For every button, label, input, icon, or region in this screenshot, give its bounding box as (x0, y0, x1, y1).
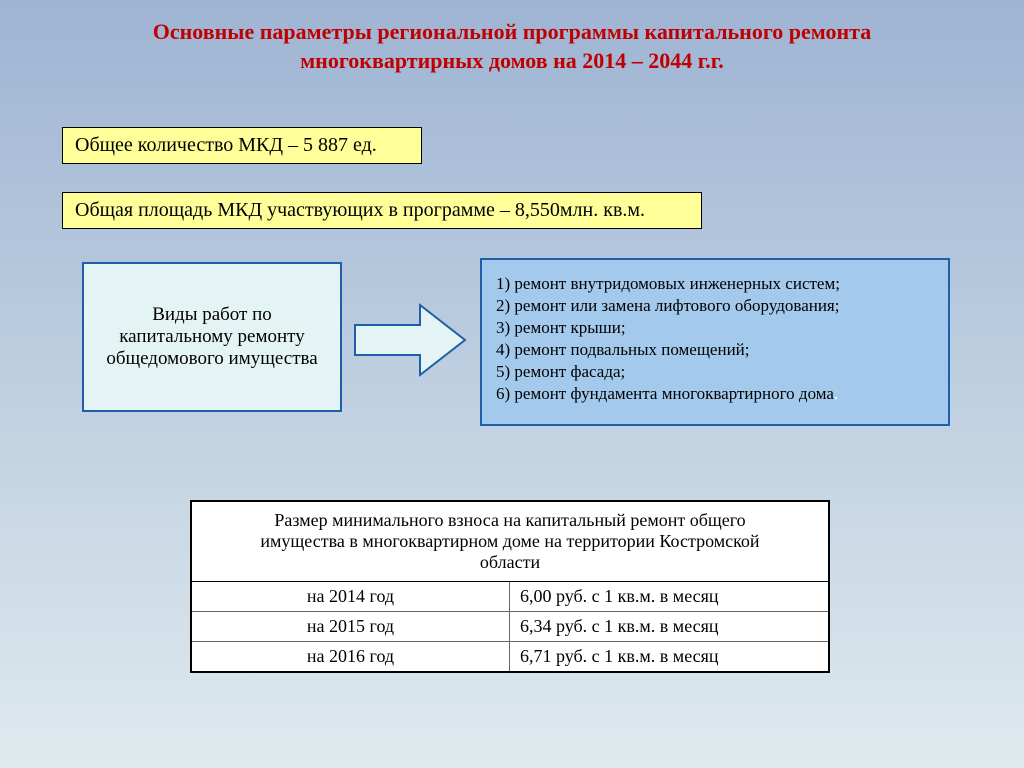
list-item: 6) ремонт фундамента многоквартирного до… (496, 384, 934, 404)
stat-text: Общее количество МКД – 5 887 ед. (75, 134, 377, 156)
table-row: на 2016 год 6,71 руб. с 1 кв.м. в месяц (192, 641, 828, 671)
cell-rate: 6,00 руб. с 1 кв.м. в месяц (510, 582, 828, 611)
stat-text: Общая площадь МКД участвующих в программ… (75, 199, 645, 221)
list-item-text: 6) ремонт фундамента многоквартирного до… (496, 384, 834, 403)
cell-year: на 2014 год (192, 582, 510, 611)
stat-bar-mkd-area: Общая площадь МКД участвующих в программ… (62, 192, 702, 229)
works-types-text: Виды работ по капитальному ремонту общед… (98, 304, 326, 370)
works-list-box: 1) ремонт внутридомовых инженерных систе… (480, 258, 950, 426)
trailing-dot: . (834, 384, 838, 403)
stat-bar-mkd-count: Общее количество МКД – 5 887 ед. (62, 127, 422, 164)
list-item: 4) ремонт подвальных помещений; (496, 340, 934, 360)
list-item: 2) ремонт или замена лифтового оборудова… (496, 296, 934, 316)
slide-title: Основные параметры региональной программ… (0, 0, 1024, 75)
fee-table-body: на 2014 год 6,00 руб. с 1 кв.м. в месяц … (192, 582, 828, 671)
fee-table-header: Размер минимального взноса на капитальны… (192, 502, 828, 582)
list-item: 1) ремонт внутридомовых инженерных систе… (496, 274, 934, 294)
cell-year: на 2015 год (192, 612, 510, 641)
works-types-box: Виды работ по капитальному ремонту общед… (82, 262, 342, 412)
cell-rate: 6,34 руб. с 1 кв.м. в месяц (510, 612, 828, 641)
list-item: 3) ремонт крыши; (496, 318, 934, 338)
cell-year: на 2016 год (192, 642, 510, 671)
arrow-right-icon (350, 300, 470, 385)
fee-table: Размер минимального взноса на капитальны… (190, 500, 830, 673)
list-item: 5) ремонт фасада; (496, 362, 934, 382)
slide-content: Основные параметры региональной программ… (0, 0, 1024, 768)
table-row: на 2014 год 6,00 руб. с 1 кв.м. в месяц (192, 582, 828, 611)
cell-rate: 6,71 руб. с 1 кв.м. в месяц (510, 642, 828, 671)
table-row: на 2015 год 6,34 руб. с 1 кв.м. в месяц (192, 611, 828, 641)
